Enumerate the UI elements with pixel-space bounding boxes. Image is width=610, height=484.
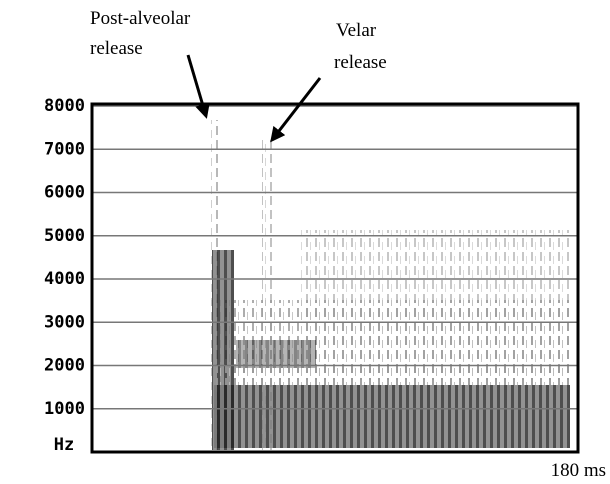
y-tick-label: 2000 [44, 356, 85, 376]
y-tick-label: 5000 [44, 226, 85, 246]
y-tick-label: 6000 [44, 183, 85, 203]
x-tick-label: 180 ms [551, 460, 606, 481]
spectrogram-texture [210, 120, 570, 450]
annotation: Velar [336, 20, 377, 41]
y-tick-label: 3000 [44, 312, 85, 332]
grid [92, 105, 578, 410]
y-tick-label: 4000 [44, 269, 85, 289]
y-tick-label: 1000 [44, 399, 85, 419]
y-tick-label: 8000 [44, 96, 85, 116]
arrow [270, 77, 322, 143]
y-tick-label: 7000 [44, 139, 85, 159]
annotation: release [334, 52, 387, 73]
annotation: Post-alveolar [90, 8, 191, 29]
plot-frame [90, 102, 580, 454]
arrow [186, 54, 210, 119]
y-axis-label: Hz [54, 435, 74, 455]
annotation: release [90, 38, 143, 59]
